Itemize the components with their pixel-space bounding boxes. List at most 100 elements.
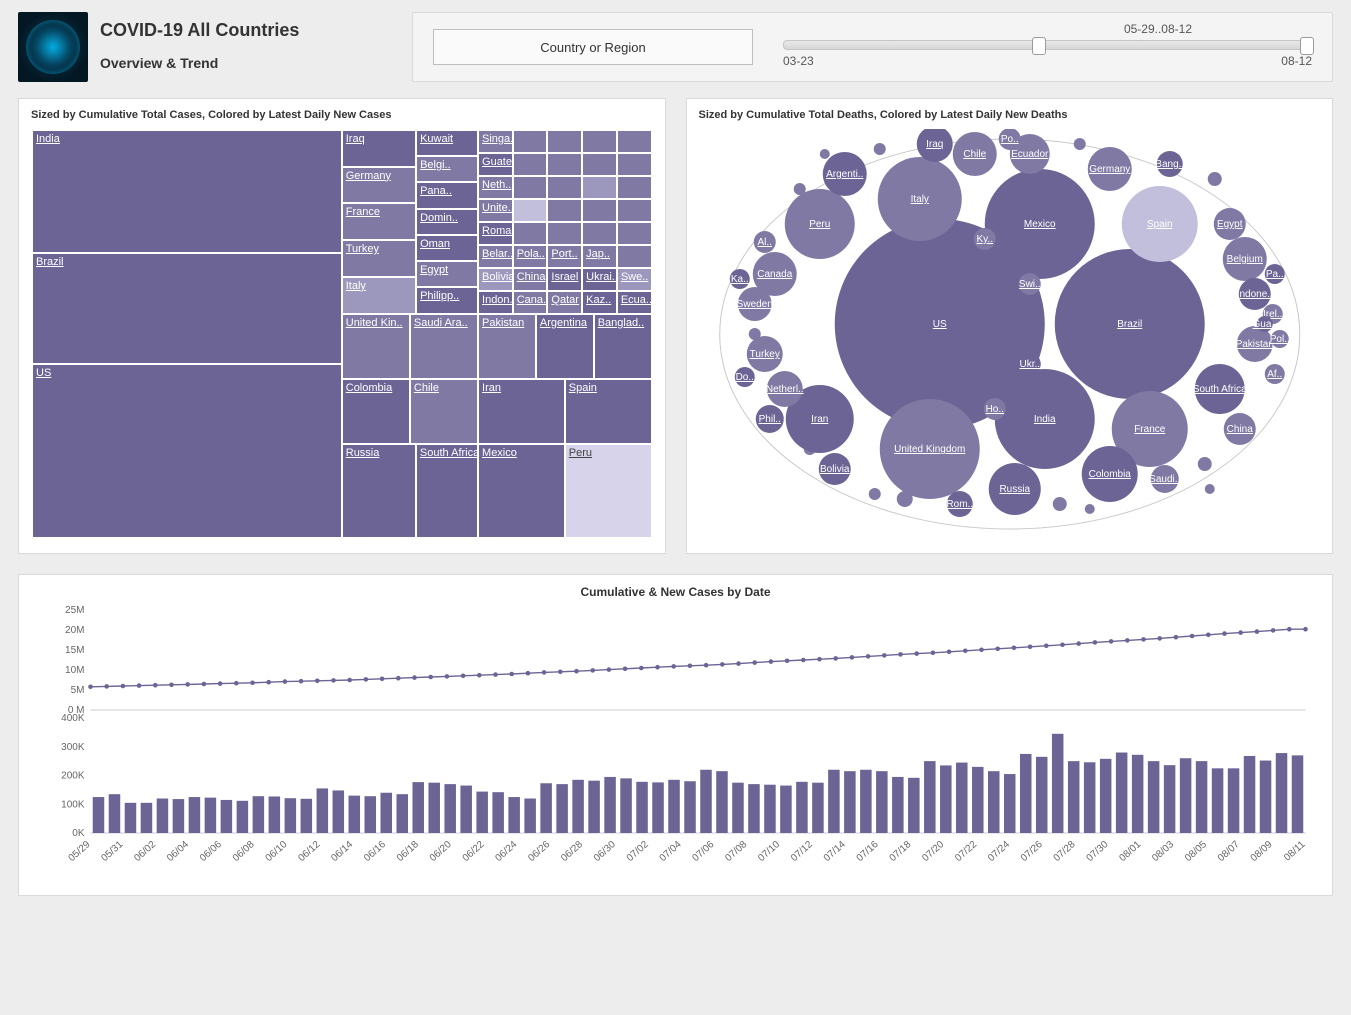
bar[interactable] (572, 780, 584, 833)
bar[interactable] (333, 790, 345, 833)
bar[interactable] (444, 784, 456, 833)
bar[interactable] (620, 778, 632, 833)
bar[interactable] (1244, 756, 1256, 833)
treemap-cell[interactable]: Swe.. (617, 268, 652, 291)
treemap-cell[interactable] (617, 199, 652, 222)
treemap-cell[interactable]: Kuwait (416, 130, 478, 156)
treemap-cell[interactable]: Pola.. (513, 245, 548, 268)
bar[interactable] (1180, 758, 1192, 833)
bar[interactable] (668, 780, 680, 833)
bar[interactable] (492, 792, 504, 833)
treemap-cell[interactable]: Pakistan (478, 314, 536, 379)
bar[interactable] (1228, 768, 1240, 833)
treemap-cell[interactable]: Belgi.. (416, 156, 478, 182)
treemap-cell[interactable]: India (32, 130, 342, 253)
bar[interactable] (972, 767, 984, 833)
bar[interactable] (828, 770, 840, 833)
treemap-cell[interactable] (617, 153, 652, 176)
treemap-cell[interactable]: Chile (410, 379, 478, 444)
treemap-cell[interactable]: Port.. (547, 245, 582, 268)
bar[interactable] (396, 794, 408, 833)
bar[interactable] (1196, 761, 1208, 833)
bar[interactable] (1164, 765, 1176, 833)
treemap-cell[interactable]: Domin.. (416, 209, 478, 235)
treemap-cell[interactable]: Banglad.. (594, 314, 652, 379)
bar[interactable] (796, 782, 808, 833)
date-slider[interactable]: 05-29..08-12 03-23 08-12 (783, 26, 1312, 68)
bar[interactable] (365, 796, 377, 833)
treemap-cell[interactable]: Indon.. (478, 291, 513, 314)
treemap-cell[interactable]: South Africa (416, 444, 478, 538)
treemap-cell[interactable]: Oman (416, 235, 478, 261)
bar[interactable] (253, 796, 265, 833)
bar[interactable] (460, 786, 472, 833)
treemap-cell[interactable] (547, 176, 582, 199)
treemap-cell[interactable] (582, 153, 617, 176)
treemap-cell[interactable] (617, 176, 652, 199)
bar[interactable] (1004, 774, 1016, 833)
bar[interactable] (428, 783, 440, 833)
bar[interactable] (301, 799, 313, 833)
bar[interactable] (940, 765, 952, 833)
treemap-cell[interactable]: Guate.. (478, 153, 513, 176)
bar[interactable] (508, 797, 520, 833)
treemap-cell[interactable]: Jap.. (582, 245, 617, 268)
treemap-cell[interactable]: Philipp.. (416, 287, 478, 313)
treemap-cell[interactable]: Kaz.. (582, 291, 617, 314)
treemap-cell[interactable] (513, 199, 548, 222)
bar[interactable] (780, 786, 792, 833)
bar[interactable] (141, 803, 153, 833)
bar[interactable] (205, 798, 217, 833)
treemap-chart[interactable]: IndiaBrazilUSIraqGermanyFranceTurkeyItal… (31, 129, 653, 539)
bar[interactable] (524, 799, 536, 834)
treemap-cell[interactable]: Turkey (342, 240, 416, 277)
bar[interactable] (924, 761, 936, 833)
treemap-cell[interactable]: Colombia (342, 379, 410, 444)
bar[interactable] (109, 794, 121, 833)
bar[interactable] (652, 782, 664, 833)
bar[interactable] (988, 771, 1000, 833)
bar[interactable] (1036, 757, 1048, 833)
treemap-cell[interactable] (513, 153, 548, 176)
bar[interactable] (1292, 755, 1304, 833)
treemap-cell[interactable]: Germany (342, 167, 416, 204)
treemap-cell[interactable] (547, 199, 582, 222)
treemap-cell[interactable]: Roma.. (478, 222, 513, 245)
treemap-cell[interactable] (582, 199, 617, 222)
bar[interactable] (381, 793, 393, 833)
treemap-cell[interactable]: Bolivia (478, 268, 513, 291)
bar[interactable] (173, 799, 185, 833)
treemap-cell[interactable] (617, 245, 652, 268)
treemap-cell[interactable]: Egypt (416, 261, 478, 287)
treemap-cell[interactable]: Saudi Ara.. (410, 314, 478, 379)
treemap-cell[interactable]: Iran (478, 379, 565, 444)
treemap-cell[interactable]: Qatar (547, 291, 582, 314)
timeseries-chart[interactable]: 0 M5M10M15M20M25M0K100K200K300K400K05/29… (31, 605, 1320, 885)
bar[interactable] (1068, 761, 1080, 833)
treemap-cell[interactable] (582, 176, 617, 199)
treemap-cell[interactable] (547, 130, 582, 153)
bar[interactable] (908, 778, 920, 833)
bar[interactable] (1116, 753, 1128, 834)
treemap-cell[interactable] (547, 222, 582, 245)
treemap-cell[interactable]: Cana.. (513, 291, 548, 314)
treemap-cell[interactable]: Mexico (478, 444, 565, 538)
bubble-chart[interactable]: USBrazilMexicoIndiaUnited KingdomItalySp… (699, 129, 1321, 539)
slider-thumb-right[interactable] (1300, 37, 1314, 55)
treemap-cell[interactable] (513, 222, 548, 245)
treemap-cell[interactable] (617, 222, 652, 245)
bar[interactable] (556, 784, 568, 833)
treemap-cell[interactable]: Peru (565, 444, 652, 538)
bar[interactable] (876, 771, 888, 833)
treemap-cell[interactable]: Argentina (536, 314, 594, 379)
treemap-cell[interactable]: Brazil (32, 253, 342, 365)
treemap-cell[interactable] (617, 130, 652, 153)
bar[interactable] (349, 796, 361, 833)
treemap-cell[interactable]: Pana.. (416, 182, 478, 208)
bar[interactable] (604, 777, 616, 833)
bar[interactable] (317, 788, 329, 833)
bar[interactable] (844, 771, 856, 833)
treemap-cell[interactable]: Italy (342, 277, 416, 314)
bar[interactable] (812, 783, 824, 833)
treemap-cell[interactable]: US (32, 364, 342, 538)
